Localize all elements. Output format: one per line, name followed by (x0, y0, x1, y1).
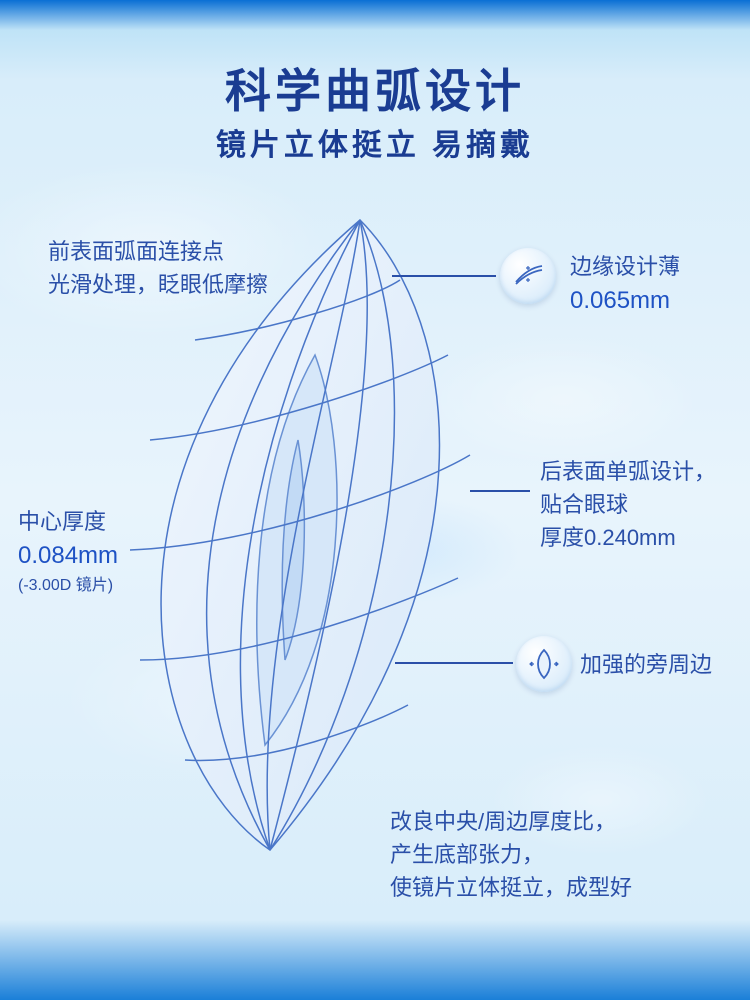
lens-icon (516, 636, 572, 692)
annot-ratio: 改良中央/周边厚度比， 产生底部张力， 使镜片立体挺立，成型好 (390, 805, 632, 904)
annot-line: 改良中央/周边厚度比， (390, 805, 632, 838)
edge-icon (500, 248, 556, 304)
annot-line: 边缘设计薄 (570, 250, 680, 283)
subtitle: 镜片立体挺立 易摘戴 (0, 120, 750, 164)
annot-periphery: 加强的旁周边 (580, 648, 712, 681)
annot-line: 使镜片立体挺立，成型好 (390, 871, 632, 904)
annot-line: 厚度0.240mm (540, 521, 716, 554)
annot-note: (-3.00D 镜片) (18, 574, 118, 598)
annot-edge-thin: 边缘设计薄 0.065mm (570, 250, 680, 319)
annot-line: 加强的旁周边 (580, 648, 712, 681)
lens-diagram (90, 200, 510, 900)
annot-line: 产生底部张力， (390, 838, 632, 871)
annot-front-surface: 前表面弧面连接点 光滑处理，眨眼低摩擦 (48, 235, 268, 301)
annot-line: 后表面单弧设计， (540, 455, 716, 488)
annot-value: 0.084mm (18, 538, 118, 574)
annot-line: 贴合眼球 (540, 488, 716, 521)
leader-back (470, 490, 530, 492)
annot-center-thickness: 中心厚度 0.084mm (-3.00D 镜片) (18, 505, 118, 598)
annot-back-surface: 后表面单弧设计， 贴合眼球 厚度0.240mm (540, 455, 716, 554)
leader-edge (392, 275, 496, 277)
annot-line: 中心厚度 (18, 505, 118, 538)
leader-periph (395, 662, 513, 664)
main-title: 科学曲弧设计 (0, 55, 750, 121)
annot-value: 0.065mm (570, 283, 680, 319)
annot-line: 光滑处理，眨眼低摩擦 (48, 268, 268, 301)
annot-line: 前表面弧面连接点 (48, 235, 268, 268)
